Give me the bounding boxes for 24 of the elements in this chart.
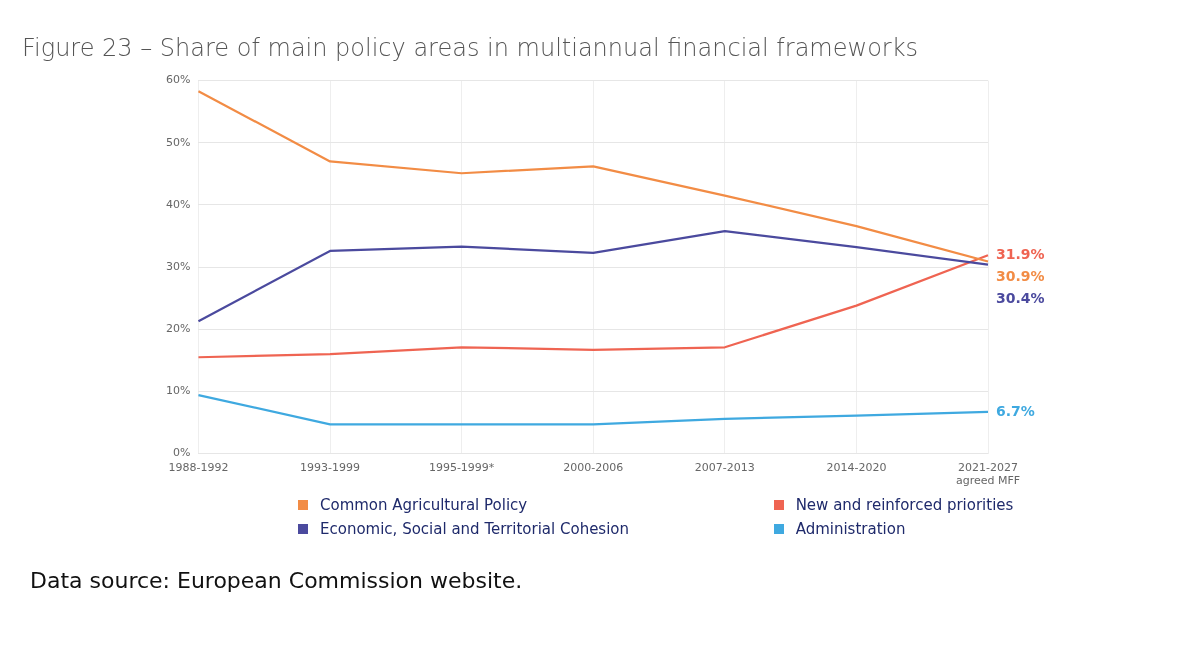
legend-label: Economic, Social and Territorial Cohesion: [320, 520, 630, 538]
y-tick-label: 50%: [166, 135, 191, 149]
x-tick-label: 2014-2020: [826, 461, 887, 475]
y-tick-label: 20%: [166, 322, 191, 336]
x-tick-label: 2021-2027 agreed MFF: [955, 461, 1021, 488]
y-tick-label: 30%: [166, 259, 191, 273]
y-tick-label: 60%: [166, 73, 191, 87]
source-note: Data source: European Commission website.: [30, 568, 524, 593]
x-tick-label: 1995-1999*: [428, 461, 495, 475]
legend-label: New and reinforced priorities: [795, 496, 1014, 514]
legend-label: Administration: [795, 520, 906, 538]
x-tick-label: 2007-2013: [694, 461, 755, 475]
data-label: 30.4%: [996, 289, 1045, 306]
x-tick-label: 1993-1999: [300, 461, 361, 475]
data-label: 6.7%: [996, 402, 1035, 419]
data-label: 30.9%: [996, 267, 1045, 284]
y-tick-label: 10%: [166, 384, 191, 398]
legend-label: Common Agricultural Policy: [320, 496, 528, 514]
y-tick-label: 0%: [173, 446, 191, 460]
x-tick-label: 1988-1992: [168, 461, 229, 475]
x-tick-label: 2000-2006: [563, 461, 624, 475]
y-tick-label: 40%: [166, 197, 191, 211]
data-label: 31.9%: [996, 245, 1045, 262]
chart-title: Figure 23 – Share of main policy areas in multiannual financial frameworks: [22, 34, 920, 62]
